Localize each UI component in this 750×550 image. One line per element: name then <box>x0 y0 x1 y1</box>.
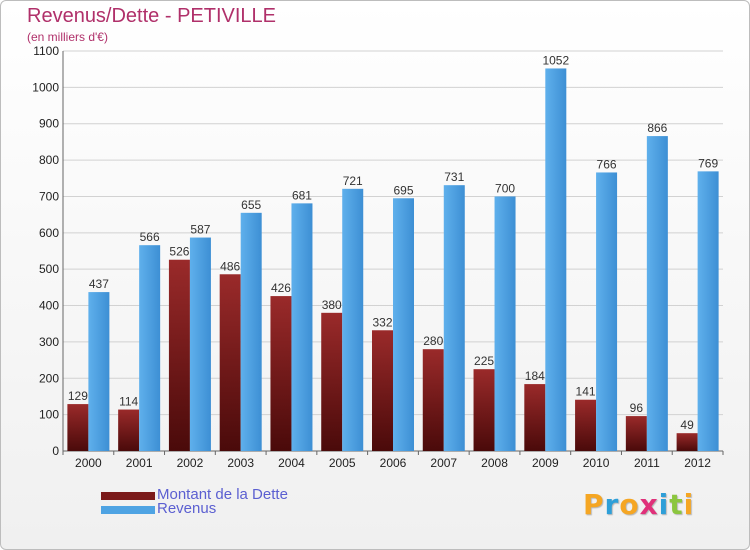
bar-revenus <box>139 245 161 451</box>
y-tick-label: 700 <box>39 189 59 203</box>
bar-dette <box>118 409 140 451</box>
data-label-revenus: 866 <box>647 121 667 135</box>
bar-revenus <box>393 198 414 451</box>
y-tick-label: 900 <box>39 117 59 131</box>
y-tick-label: 1100 <box>33 44 59 58</box>
legend-swatch-dette <box>101 492 155 500</box>
data-label-dette: 114 <box>119 395 138 409</box>
data-label-dette: 184 <box>525 369 545 383</box>
data-label-dette: 141 <box>576 385 596 399</box>
data-label-dette: 526 <box>169 245 189 259</box>
x-tick-label: 2004 <box>278 456 305 470</box>
data-label-revenus: 1052 <box>542 53 569 67</box>
bar-revenus <box>443 185 465 451</box>
x-tick-label: 2012 <box>684 456 711 470</box>
data-label-dette: 426 <box>271 281 291 295</box>
x-tick-label: 2002 <box>177 456 204 470</box>
legend-label-revenus: Revenus <box>157 500 217 517</box>
bar-dette <box>625 416 647 451</box>
bar-revenus <box>342 188 364 451</box>
bar-dette <box>473 369 495 451</box>
bar-dette <box>676 433 698 451</box>
x-tick-label: 2011 <box>634 456 660 470</box>
y-tick-label: 600 <box>39 226 59 240</box>
data-label-revenus: 766 <box>597 157 617 171</box>
data-label-revenus: 437 <box>89 277 109 291</box>
data-label-revenus: 700 <box>495 181 515 195</box>
data-label-revenus: 769 <box>698 156 718 170</box>
bar-dette <box>524 384 546 451</box>
x-tick-label: 2005 <box>329 456 356 470</box>
y-tick-label: 800 <box>39 153 59 167</box>
data-label-revenus: 721 <box>343 174 363 188</box>
data-label-revenus: 695 <box>393 183 413 197</box>
bar-revenus <box>596 172 618 452</box>
bar-dette <box>422 349 444 451</box>
y-tick-label: 200 <box>39 371 59 385</box>
y-tick-label: 1000 <box>32 80 59 94</box>
bar-revenus <box>189 237 211 451</box>
y-tick-label: 100 <box>39 408 59 422</box>
y-tick-label: 400 <box>39 299 59 313</box>
data-label-dette: 49 <box>680 418 694 432</box>
bar-revenus <box>291 203 313 451</box>
data-label-revenus: 731 <box>444 170 464 184</box>
bar-dette <box>270 296 292 451</box>
data-label-dette: 280 <box>423 334 443 348</box>
y-tick-label: 0 <box>52 444 59 458</box>
chart-title: Revenus/Dette - PETIVILLE <box>27 5 277 27</box>
bar-revenus <box>88 292 110 451</box>
bar-dette <box>219 274 241 451</box>
bar-dette <box>575 399 597 451</box>
data-label-revenus: 681 <box>292 188 312 202</box>
x-tick-label: 2003 <box>227 456 254 470</box>
x-tick-label: 2008 <box>481 456 508 470</box>
bar-dette <box>372 330 393 451</box>
legend-label-dette: Montant de la Dette <box>157 486 288 503</box>
x-tick-label: 2006 <box>380 456 407 470</box>
bar-dette <box>67 404 89 451</box>
data-label-dette: 486 <box>220 259 240 273</box>
bar-revenus <box>697 171 719 451</box>
bar-revenus <box>646 136 668 451</box>
bar-revenus <box>545 68 567 452</box>
data-label-dette: 380 <box>322 298 342 312</box>
data-label-dette: 129 <box>68 389 88 403</box>
data-label-dette: 332 <box>372 315 392 329</box>
x-tick-label: 2010 <box>583 456 610 470</box>
chart-subtitle: (en milliers d'€) <box>27 30 108 44</box>
proxiti-logo: Proxiti <box>583 488 695 521</box>
y-tick-label: 300 <box>39 335 59 349</box>
bar-dette <box>321 312 343 451</box>
bar-revenus <box>494 196 516 451</box>
x-tick-label: 2000 <box>75 456 102 470</box>
data-label-dette: 96 <box>630 401 644 415</box>
x-tick-label: 2001 <box>126 456 153 470</box>
y-tick-label: 500 <box>39 262 59 276</box>
bar-revenus <box>240 212 262 451</box>
data-label-revenus: 655 <box>241 198 261 212</box>
bar-dette <box>168 259 190 451</box>
data-label-revenus: 566 <box>140 230 160 244</box>
x-tick-label: 2007 <box>430 456 457 470</box>
data-label-revenus: 587 <box>190 223 210 237</box>
legend-swatch-revenus <box>101 506 155 514</box>
x-tick-label: 2009 <box>532 456 559 470</box>
data-label-dette: 225 <box>474 354 494 368</box>
